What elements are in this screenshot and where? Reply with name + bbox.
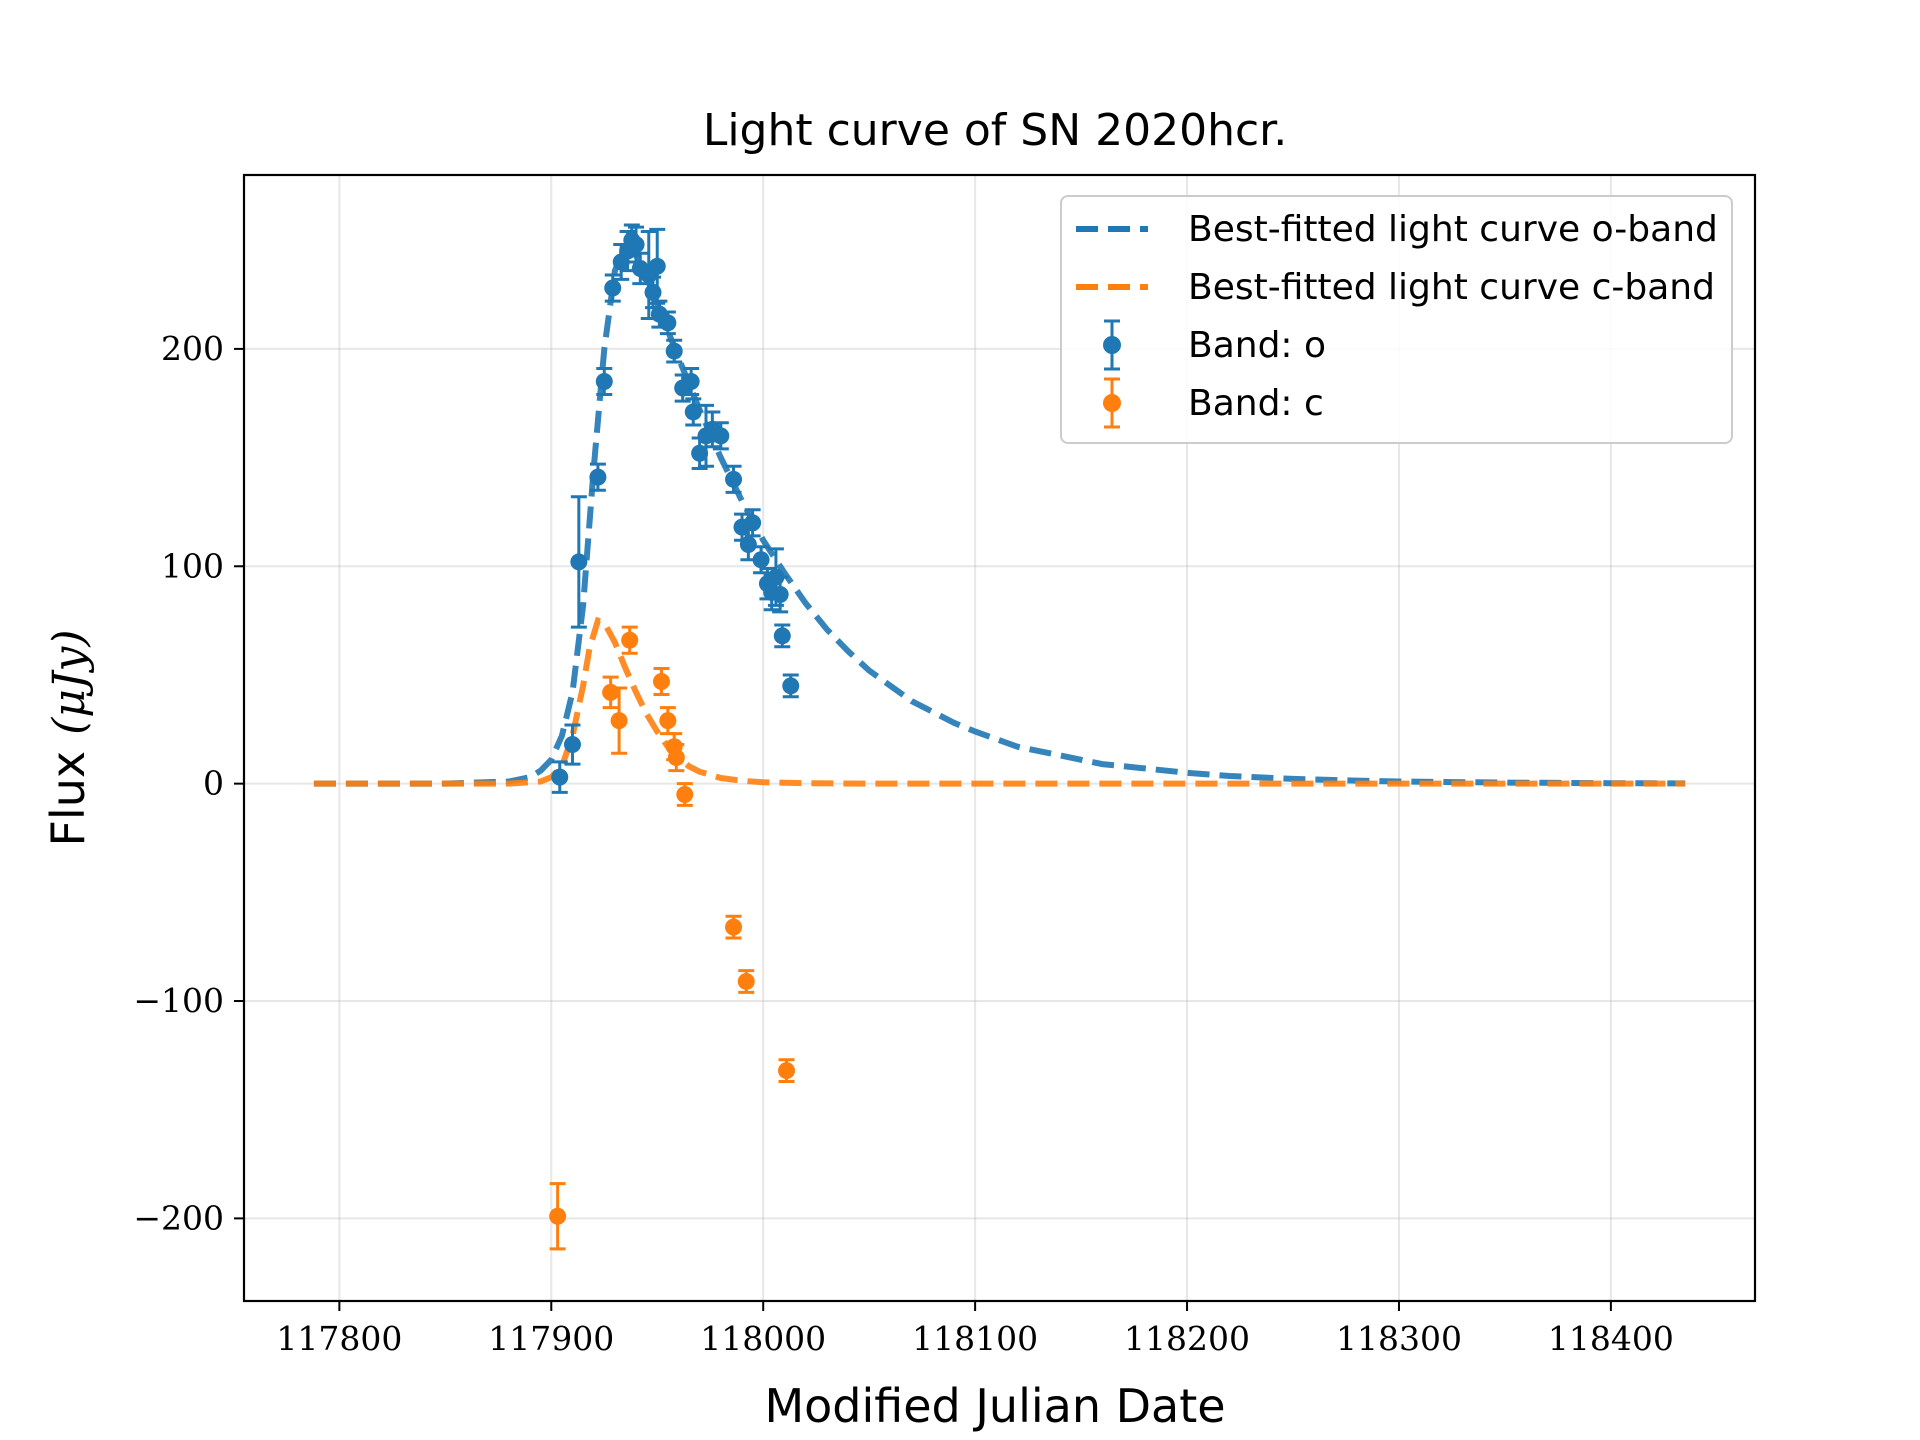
y-axis-label: Flux <box>41 751 95 847</box>
marker <box>737 972 755 990</box>
marker <box>676 786 694 804</box>
legend: Best-fitted light curve o-band Best-fitte… <box>1060 195 1733 444</box>
data-point <box>631 251 649 286</box>
data-point <box>737 969 755 994</box>
data-point <box>549 1182 567 1251</box>
x-tick-label: 117800 <box>276 1319 402 1358</box>
x-tick-label: 118200 <box>1124 1319 1250 1358</box>
marker <box>570 553 588 571</box>
y-axis-unit: (μJy) <box>44 629 95 734</box>
data-point <box>684 397 702 427</box>
marker <box>771 586 789 604</box>
data-point <box>697 403 715 468</box>
chart-title: Light curve of SN 2020hcr. <box>703 105 1287 156</box>
data-point <box>667 743 685 773</box>
marker <box>627 236 645 254</box>
marker <box>644 283 662 301</box>
legend-marker-swatch <box>1103 336 1121 354</box>
marker <box>782 677 800 695</box>
legend-box <box>1060 195 1733 444</box>
marker <box>773 627 791 645</box>
legend-label: Band: o <box>1188 325 1326 366</box>
y-axis-label-group: Flux (μJy) <box>41 629 95 846</box>
data-point <box>648 227 666 305</box>
data-point <box>665 338 683 364</box>
marker <box>604 279 622 297</box>
x-tick-label: 118300 <box>1336 1319 1462 1358</box>
y-tick-label: −100 <box>133 981 224 1020</box>
marker <box>684 403 702 421</box>
marker <box>589 468 607 486</box>
data-point <box>621 625 639 655</box>
marker <box>712 427 730 445</box>
plot-frame <box>242 173 1757 1303</box>
y-tick-label: 100 <box>161 546 224 585</box>
data-points <box>549 223 800 1251</box>
data-point <box>659 310 677 336</box>
marker <box>621 631 639 649</box>
marker <box>682 373 700 391</box>
legend-label: Best-fitted light curve c-band <box>1188 267 1715 308</box>
legend-entry: Best-fitted light curve c-band <box>1076 267 1715 308</box>
series-band-c <box>549 625 796 1251</box>
data-point <box>782 673 800 699</box>
marker <box>725 470 743 488</box>
data-point <box>652 666 670 697</box>
axis-ticks: 117800 117900 118000 118100 118200 118300 1184… <box>133 329 1674 1358</box>
legend-entry: Band: o <box>1103 319 1326 371</box>
x-tick-label: 118100 <box>912 1319 1038 1358</box>
y-tick-label: 200 <box>161 329 224 368</box>
series-band-o <box>551 223 800 794</box>
data-point <box>744 508 762 538</box>
marker <box>667 749 685 767</box>
data-point <box>551 760 569 794</box>
data-point <box>771 575 789 614</box>
legend-entry: Best-fitted light curve o-band <box>1076 209 1718 250</box>
marker <box>549 1207 567 1225</box>
data-point <box>773 623 791 649</box>
x-tick-label: 117900 <box>488 1319 614 1358</box>
x-tick-label: 118000 <box>700 1319 826 1358</box>
data-point <box>725 464 743 494</box>
data-point <box>604 273 622 303</box>
marker <box>744 514 762 532</box>
marker <box>551 768 569 786</box>
marker <box>595 373 613 391</box>
marker <box>739 536 757 554</box>
marker <box>659 712 677 730</box>
data-point <box>570 495 588 629</box>
data-point <box>712 421 730 451</box>
data-point <box>676 782 694 807</box>
legend-label: Best-fitted light curve o-band <box>1188 209 1718 250</box>
data-point <box>563 723 581 766</box>
marker <box>725 918 743 936</box>
y-tick-label: −200 <box>133 1198 224 1237</box>
marker <box>652 672 670 690</box>
x-axis-label: Modified Julian Date <box>764 1379 1225 1433</box>
y-tick-label: 0 <box>203 764 224 803</box>
legend-label: Band: c <box>1188 383 1324 424</box>
data-point <box>725 914 743 940</box>
marker <box>752 551 770 569</box>
legend-entry: Band: c <box>1103 377 1324 429</box>
data-point <box>589 462 607 492</box>
marker <box>602 683 620 701</box>
marker <box>778 1062 796 1080</box>
model-curve-o-band <box>313 241 1686 787</box>
svg-text:Flux (μJy): Flux (μJy) <box>41 629 95 846</box>
marker <box>665 342 683 360</box>
data-point <box>610 686 628 755</box>
x-tick-label: 118400 <box>1548 1319 1674 1358</box>
legend-marker-swatch <box>1103 394 1121 412</box>
marker <box>563 736 581 754</box>
marker <box>648 257 666 275</box>
data-point <box>682 366 700 397</box>
marker <box>610 712 628 730</box>
data-point <box>778 1058 796 1083</box>
marker <box>659 314 677 332</box>
data-point <box>595 366 613 397</box>
marker <box>691 444 709 462</box>
